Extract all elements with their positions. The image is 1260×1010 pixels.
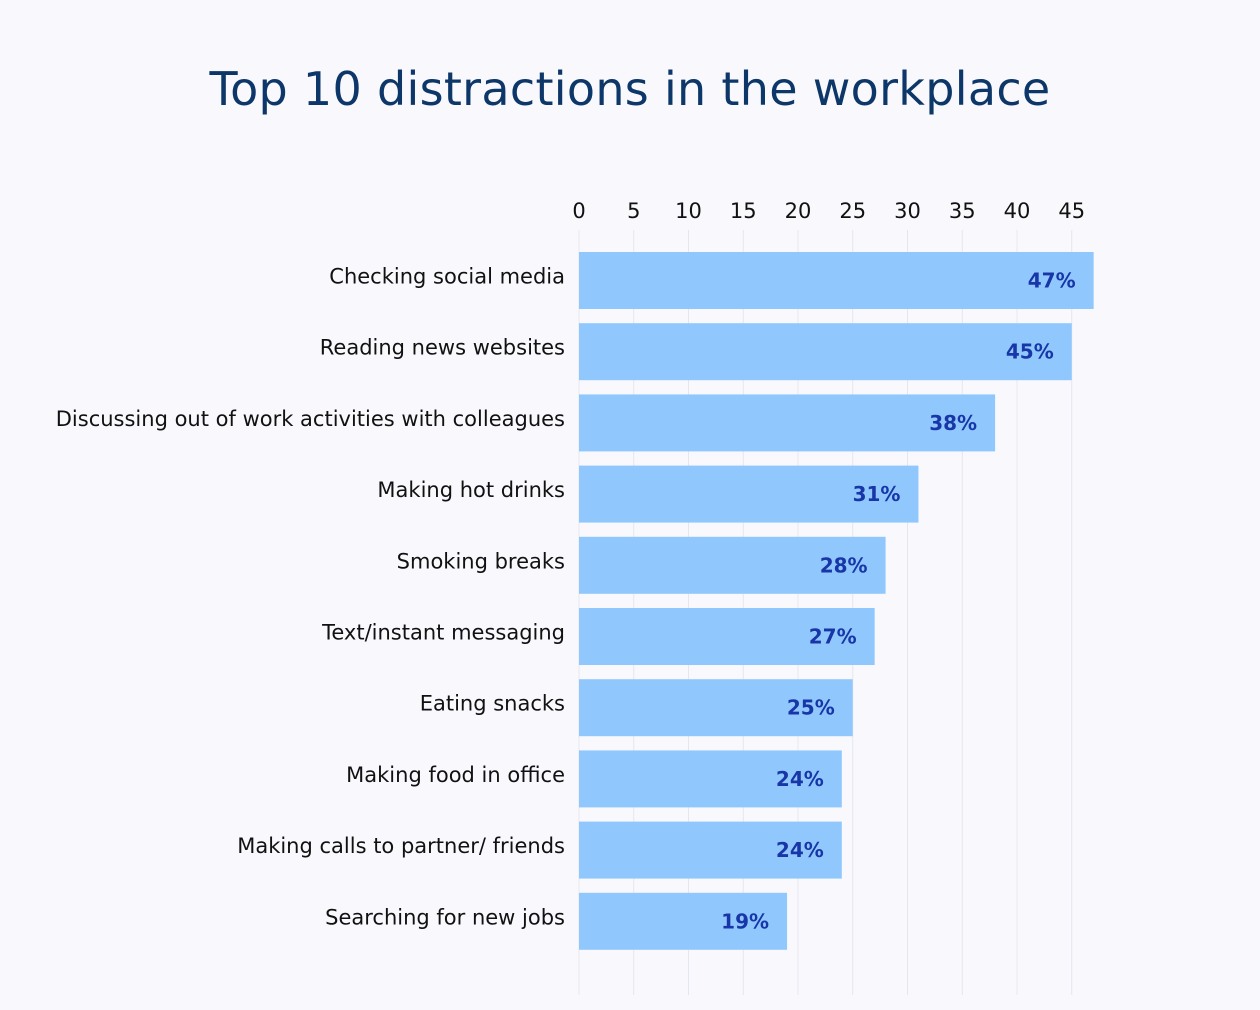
data-label: 19%: [721, 909, 769, 933]
chart-title: Top 10 distractions in the workplace: [209, 62, 1051, 116]
category-label: Reading news websites: [320, 336, 565, 360]
data-label: 25%: [787, 696, 835, 720]
x-tick-label: 25: [839, 199, 866, 223]
bar: [579, 679, 853, 737]
bar: [579, 465, 919, 523]
category-label: Making calls to partner/ friends: [237, 834, 565, 858]
category-label: Checking social media: [329, 265, 565, 289]
x-tick-label: 5: [627, 199, 640, 223]
category-label: Text/instant messaging: [321, 621, 565, 645]
x-tick-label: 10: [675, 199, 702, 223]
category-label: Discussing out of work activities with c…: [56, 407, 565, 431]
data-label: 24%: [776, 767, 824, 791]
data-label: 31%: [853, 482, 901, 506]
data-label: 38%: [929, 411, 977, 435]
category-label: Searching for new jobs: [325, 905, 565, 929]
bar: [579, 252, 1094, 309]
x-tick-label: 15: [730, 199, 757, 223]
bar: [579, 750, 842, 808]
bar: [579, 323, 1072, 381]
bar: [579, 394, 996, 452]
data-label: 47%: [1028, 269, 1076, 293]
x-tick-label: 0: [572, 199, 585, 223]
x-tick-label: 35: [949, 199, 976, 223]
category-label: Eating snacks: [420, 692, 565, 716]
bar: [579, 536, 886, 594]
data-label: 27%: [809, 625, 857, 649]
data-label: 24%: [776, 838, 824, 862]
category-label: Making food in office: [346, 763, 565, 787]
x-tick-label: 45: [1058, 199, 1085, 223]
bar: [579, 821, 842, 879]
x-tick-label: 40: [1004, 199, 1031, 223]
bar: [579, 892, 788, 950]
data-label: 28%: [820, 553, 868, 577]
category-label: Making hot drinks: [377, 478, 565, 502]
bar: [579, 608, 875, 665]
x-tick-label: 20: [785, 199, 812, 223]
data-label: 45%: [1006, 340, 1054, 364]
x-tick-label: 30: [894, 199, 921, 223]
category-label: Smoking breaks: [397, 549, 565, 573]
